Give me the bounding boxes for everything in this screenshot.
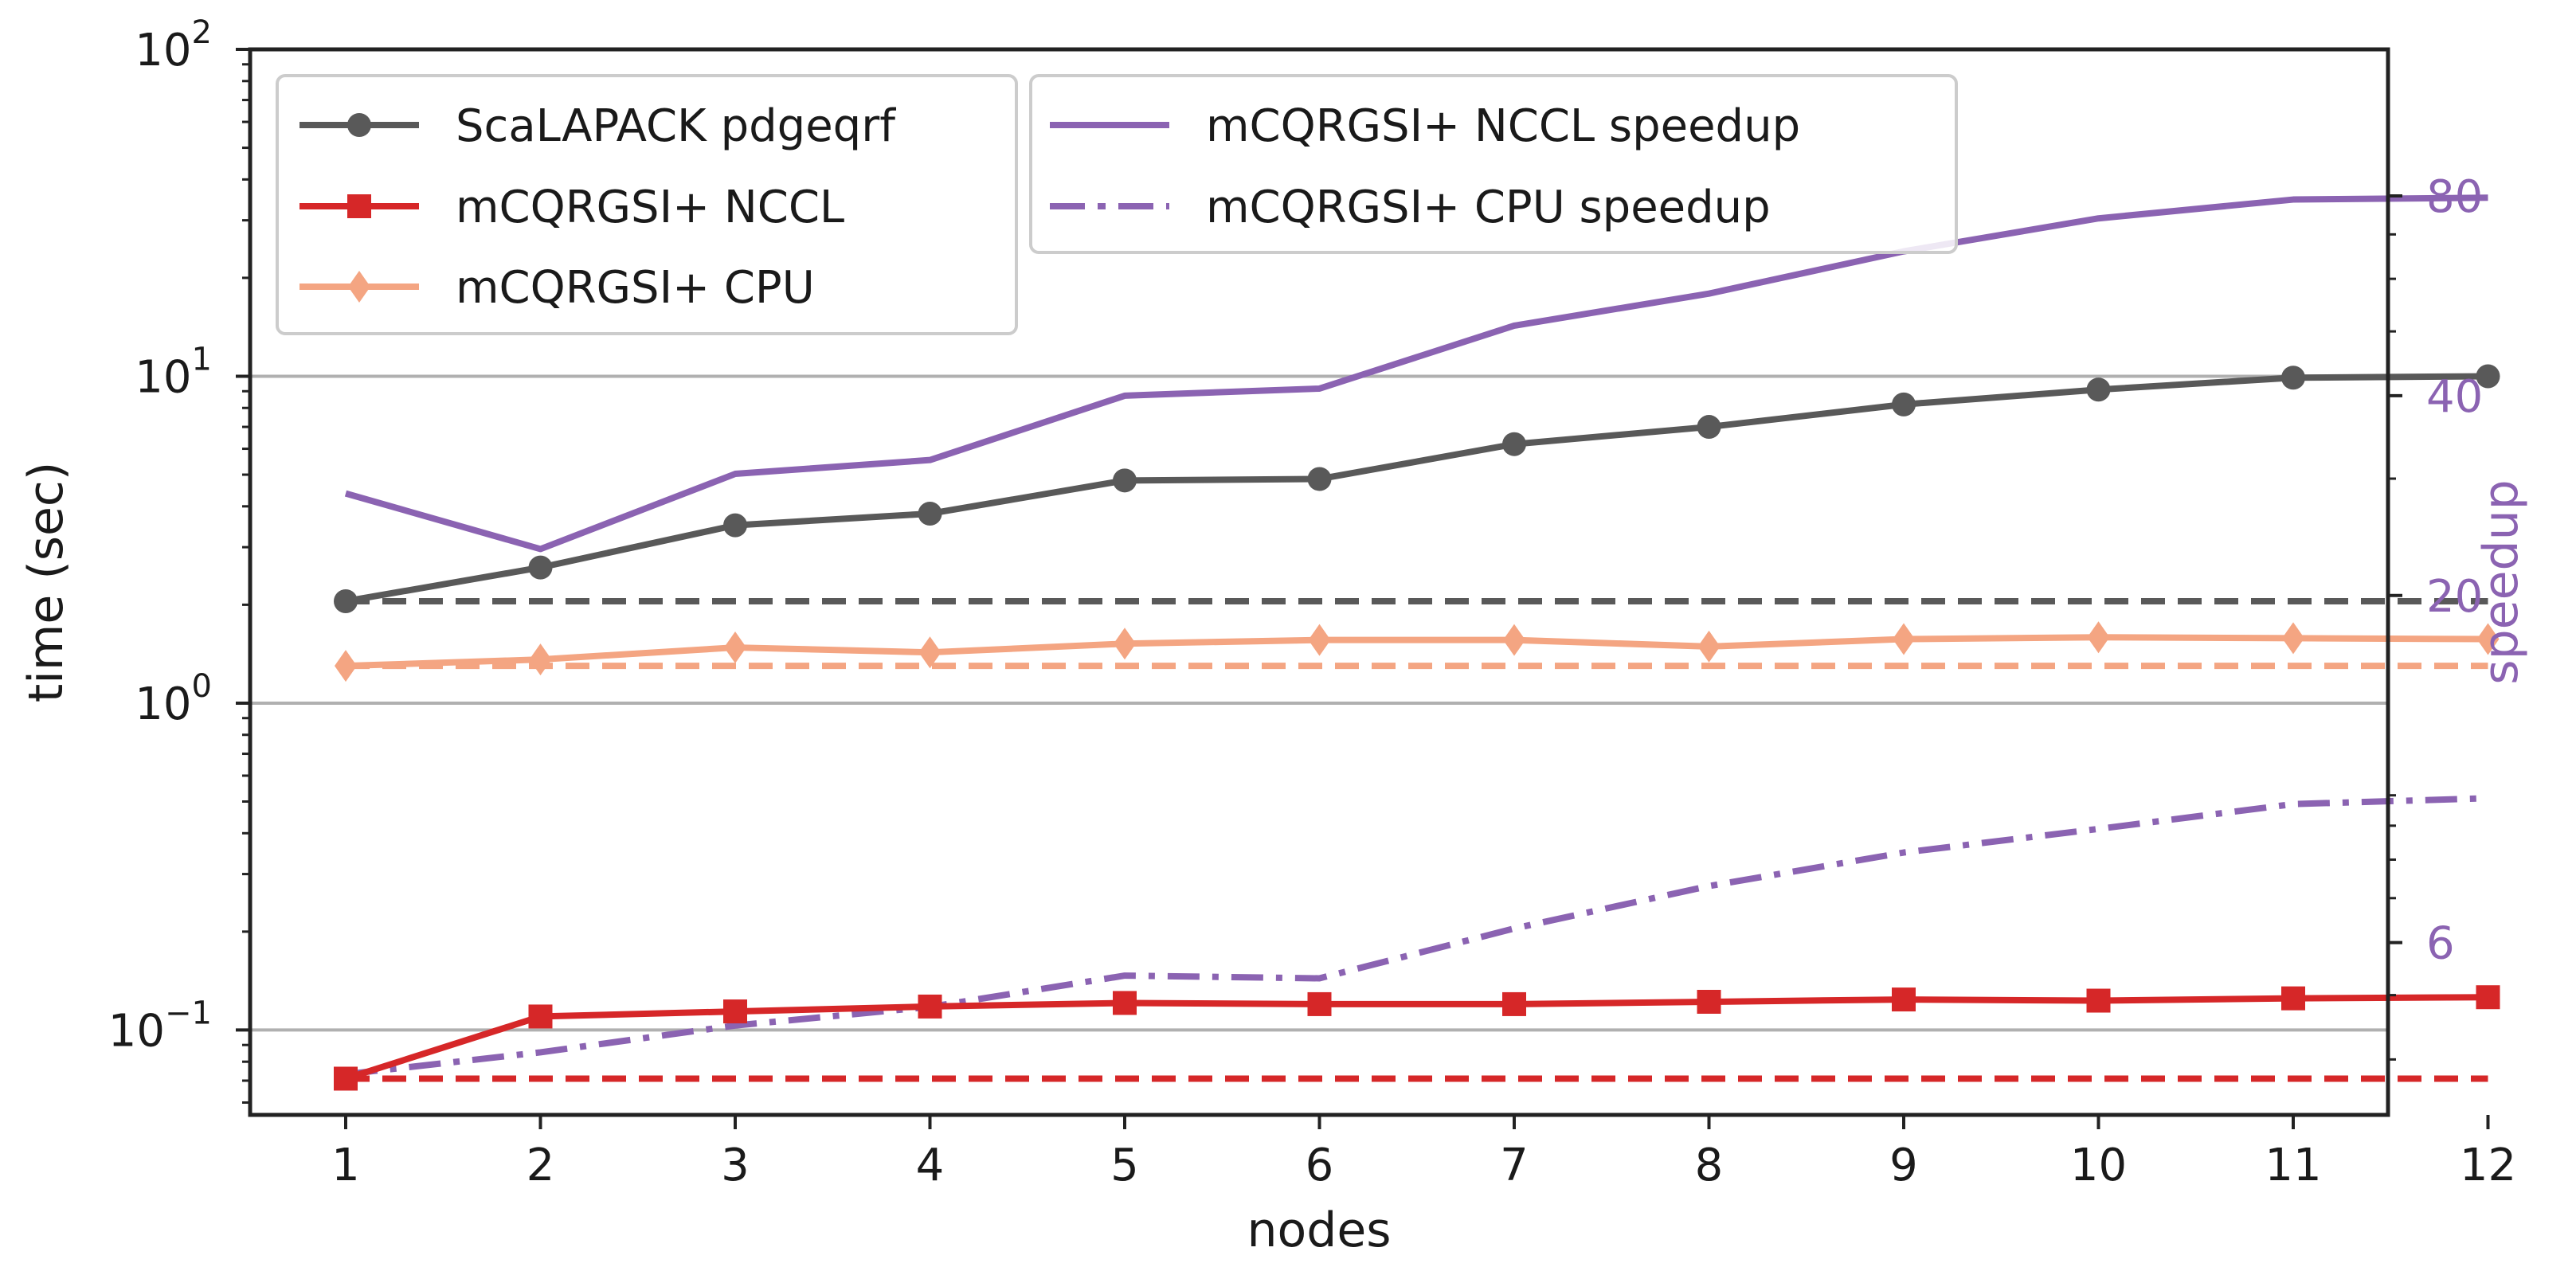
data-point-square <box>334 1066 358 1091</box>
data-point-diamond <box>1503 624 1525 656</box>
x-tick-label: 1 <box>331 1140 360 1191</box>
x-tick-label: 6 <box>1306 1140 1334 1191</box>
x-tick-label: 4 <box>916 1140 945 1191</box>
data-point-diamond <box>1114 628 1136 660</box>
data-point-square <box>1892 987 1916 1012</box>
data-point-square <box>2086 988 2111 1013</box>
series-line-7 <box>345 795 2488 1077</box>
data-point-circle <box>2086 377 2111 402</box>
x-tick-label: 11 <box>2265 1140 2321 1191</box>
x-tick-label: 12 <box>2460 1140 2516 1191</box>
data-point-square <box>528 1004 553 1029</box>
legend-label-4: mCQRGSI+ CPU speedup <box>1206 182 1771 233</box>
data-point-square <box>1113 991 1137 1015</box>
data-point-diamond <box>1893 623 1915 655</box>
y-tick-label: 100 <box>135 668 212 730</box>
data-point-diamond <box>918 636 942 669</box>
data-point-circle <box>723 513 747 538</box>
y-axis-label: time (sec) <box>18 462 74 703</box>
data-point-diamond <box>348 271 370 303</box>
x-tick-label: 10 <box>2070 1140 2127 1191</box>
y2-axis-label-visible: speedup <box>2473 479 2529 684</box>
data-point-circle <box>1697 415 1721 440</box>
series-line-1 <box>344 994 2488 1082</box>
data-point-diamond <box>335 650 357 682</box>
x-axis-label: nodes <box>1247 1202 1392 1258</box>
data-point-diamond <box>2282 622 2304 655</box>
legend-label-2: mCQRGSI+ CPU <box>456 262 815 314</box>
legend-label-3: mCQRGSI+ NCCL speedup <box>1206 100 1800 152</box>
data-point-circle <box>918 501 942 526</box>
series-line-2 <box>345 634 2488 670</box>
data-point-square <box>1697 989 1721 1014</box>
x-tick-label: 9 <box>1889 1140 1918 1191</box>
legend-label-1: mCQRGSI+ NCCL <box>456 182 844 233</box>
x-tick-label: 5 <box>1110 1140 1139 1191</box>
data-point-square <box>918 994 942 1019</box>
series-layer <box>334 194 2500 1091</box>
x-tick-label: 7 <box>1500 1140 1529 1191</box>
x-tick-label: 3 <box>721 1140 750 1191</box>
data-point-square <box>347 194 371 218</box>
data-point-square <box>1502 991 1526 1016</box>
data-point-square <box>723 999 747 1024</box>
data-point-circle <box>1307 467 1332 491</box>
grid-layer <box>250 374 2388 1032</box>
data-point-diamond <box>1697 630 1721 663</box>
data-point-diamond <box>1308 624 1331 656</box>
data-point-circle <box>528 555 553 580</box>
series-line-0 <box>345 373 2488 604</box>
y2-tick-label: 6 <box>2426 918 2455 970</box>
y2-tick-label: 80 <box>2426 171 2483 223</box>
x-tick-label: 8 <box>1695 1140 1724 1191</box>
data-point-diamond <box>529 643 552 676</box>
data-point-circle <box>334 589 358 613</box>
x-tick-label: 2 <box>527 1140 555 1191</box>
data-point-circle <box>1892 392 1916 416</box>
data-point-circle <box>1502 432 1526 456</box>
data-point-diamond <box>2087 621 2110 654</box>
y-tick-label: 101 <box>135 341 212 403</box>
y2-tick-label: 20 <box>2426 571 2483 623</box>
legend-box-right <box>1029 74 1958 254</box>
data-point-square <box>2476 985 2500 1010</box>
data-point-circle <box>1113 468 1137 493</box>
series-line-6 <box>344 194 2488 553</box>
legend-box-left <box>276 74 1018 335</box>
y-tick-label: 10−1 <box>108 995 212 1057</box>
data-point-circle <box>347 113 371 137</box>
data-point-square <box>2281 986 2305 1011</box>
data-point-circle <box>2476 364 2500 389</box>
y-tick-label: 102 <box>135 14 212 76</box>
legend-label-0: ScaLAPACK pdgeqrf <box>456 100 896 152</box>
data-point-circle <box>2281 366 2305 390</box>
data-point-diamond <box>724 632 746 664</box>
legend: ScaLAPACK pdgeqrf mCQRGSI+ NCCL mCQRGSI+ C… <box>276 74 1958 335</box>
y2-tick-label: 40 <box>2426 371 2483 423</box>
data-point-diamond <box>2476 623 2500 655</box>
data-point-square <box>1307 991 1332 1016</box>
